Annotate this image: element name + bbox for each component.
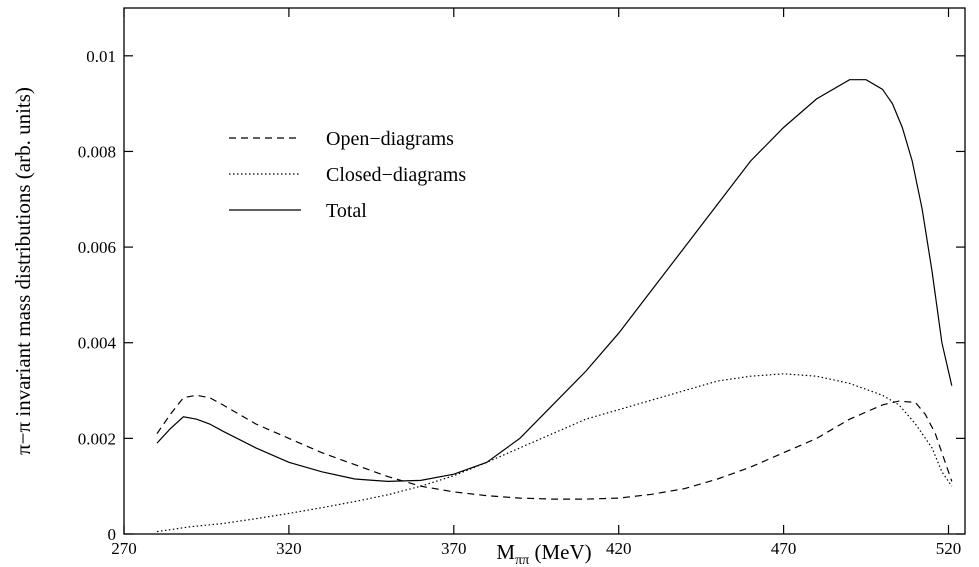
x-tick-label: 320 — [276, 539, 302, 558]
y-tick-label: 0.002 — [78, 429, 116, 448]
axis-ticks: 270 320 370 420 470 520 0 0.002 0.004 0.006 0.008 0… — [78, 8, 965, 558]
series-line-dotted — [156, 373, 953, 533]
x-tick-label: 420 — [606, 539, 632, 558]
y-tick-label: 0.004 — [78, 334, 117, 353]
legend-label: Open−diagrams — [326, 128, 454, 150]
legend-label: Closed−diagrams — [326, 164, 466, 186]
x-tick-label: 370 — [441, 539, 467, 558]
legend-label: Total — [326, 200, 367, 222]
x-tick-label: 470 — [771, 539, 797, 558]
y-tick-label: 0.006 — [78, 238, 116, 257]
plot-frame — [123, 7, 966, 535]
series-line-dashed — [156, 394, 953, 500]
x-tick-label: 270 — [111, 539, 137, 558]
series-line-solid — [156, 79, 953, 483]
legend: Open−diagrams Closed−diagrams Total — [229, 128, 466, 222]
y-tick-label: 0.01 — [86, 47, 116, 66]
y-axis-label: π−π invariant mass distributions (arb. u… — [11, 87, 35, 455]
y-tick-label: 0 — [108, 525, 117, 544]
x-axis-label: Mππ (MeV) — [496, 540, 591, 567]
y-tick-label: 0.008 — [78, 142, 116, 161]
series-layer — [156, 79, 953, 533]
x-tick-label: 520 — [936, 539, 962, 558]
